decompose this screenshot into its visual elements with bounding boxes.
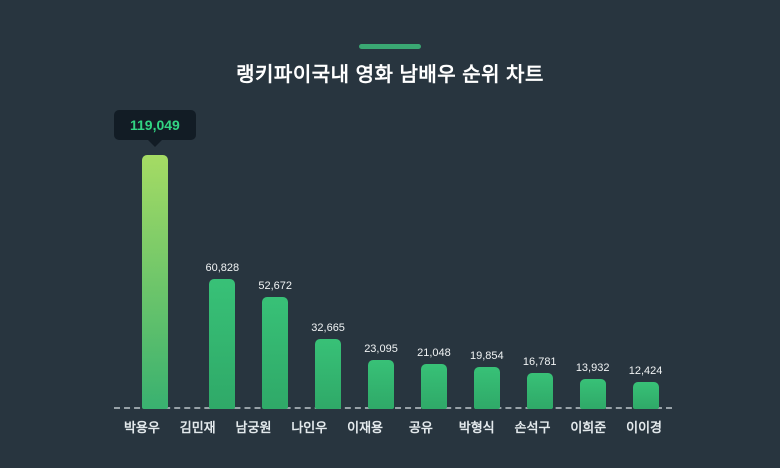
bar[interactable] <box>262 297 289 409</box>
bar-group-7: 19,854 <box>460 350 513 409</box>
bar-group-5: 23,095 <box>355 343 408 409</box>
bar[interactable] <box>315 339 342 409</box>
value-label: 52,672 <box>258 280 293 292</box>
tooltip-value: 119,049 <box>114 110 196 140</box>
bar[interactable] <box>420 364 447 409</box>
bar[interactable] <box>579 379 606 409</box>
bar[interactable] <box>141 155 168 409</box>
category-label: 이이경 <box>626 420 663 435</box>
chart-title: 랭키파이국내 영화 남배우 순위 차트 <box>236 64 544 86</box>
bar-group-1: 119,049 <box>114 110 196 409</box>
bar-group-4: 32,665 <box>302 322 355 409</box>
bar-plot: 119,049 60,828 52,672 32,665 23,095 21,0… <box>114 110 672 409</box>
bar[interactable] <box>368 360 395 409</box>
title-accent-line <box>359 44 421 49</box>
value-label: 60,828 <box>205 262 240 274</box>
bar[interactable] <box>632 382 659 409</box>
bar-group-10: 12,424 <box>619 365 672 409</box>
value-label: 19,854 <box>470 350 504 362</box>
value-label: 13,932 <box>575 362 610 374</box>
bar[interactable] <box>209 279 236 409</box>
value-label: 23,095 <box>364 343 398 355</box>
bar[interactable] <box>473 367 500 409</box>
tooltip-arrow-icon <box>147 140 162 147</box>
bar-group-3: 52,672 <box>249 280 302 409</box>
category-label: 공유 <box>408 420 433 435</box>
category-axis: 박용우 김민재 남궁원 나인우 이재용 공유 박형식 손석구 이희준 이이경 <box>114 417 672 436</box>
value-tooltip: 119,049 <box>114 110 196 147</box>
bar[interactable] <box>526 373 553 409</box>
category-label: 나인우 <box>291 420 328 435</box>
bar-group-9: 13,932 <box>566 362 619 409</box>
category-label: 손석구 <box>514 420 551 435</box>
category-label: 박용우 <box>123 420 160 435</box>
value-label: 16,781 <box>522 356 557 368</box>
value-label: 32,665 <box>311 322 345 334</box>
category-label: 김민재 <box>179 420 216 435</box>
category-label: 박형식 <box>458 420 495 435</box>
category-label: 이희준 <box>570 420 607 435</box>
category-label: 이재용 <box>347 420 384 435</box>
bar-group-6: 21,048 <box>407 347 460 409</box>
bar-group-2: 60,828 <box>196 262 249 409</box>
value-label: 21,048 <box>417 347 451 359</box>
category-label: 남궁원 <box>235 420 272 435</box>
value-label: 12,424 <box>628 365 663 377</box>
bar-group-8: 16,781 <box>513 356 566 409</box>
